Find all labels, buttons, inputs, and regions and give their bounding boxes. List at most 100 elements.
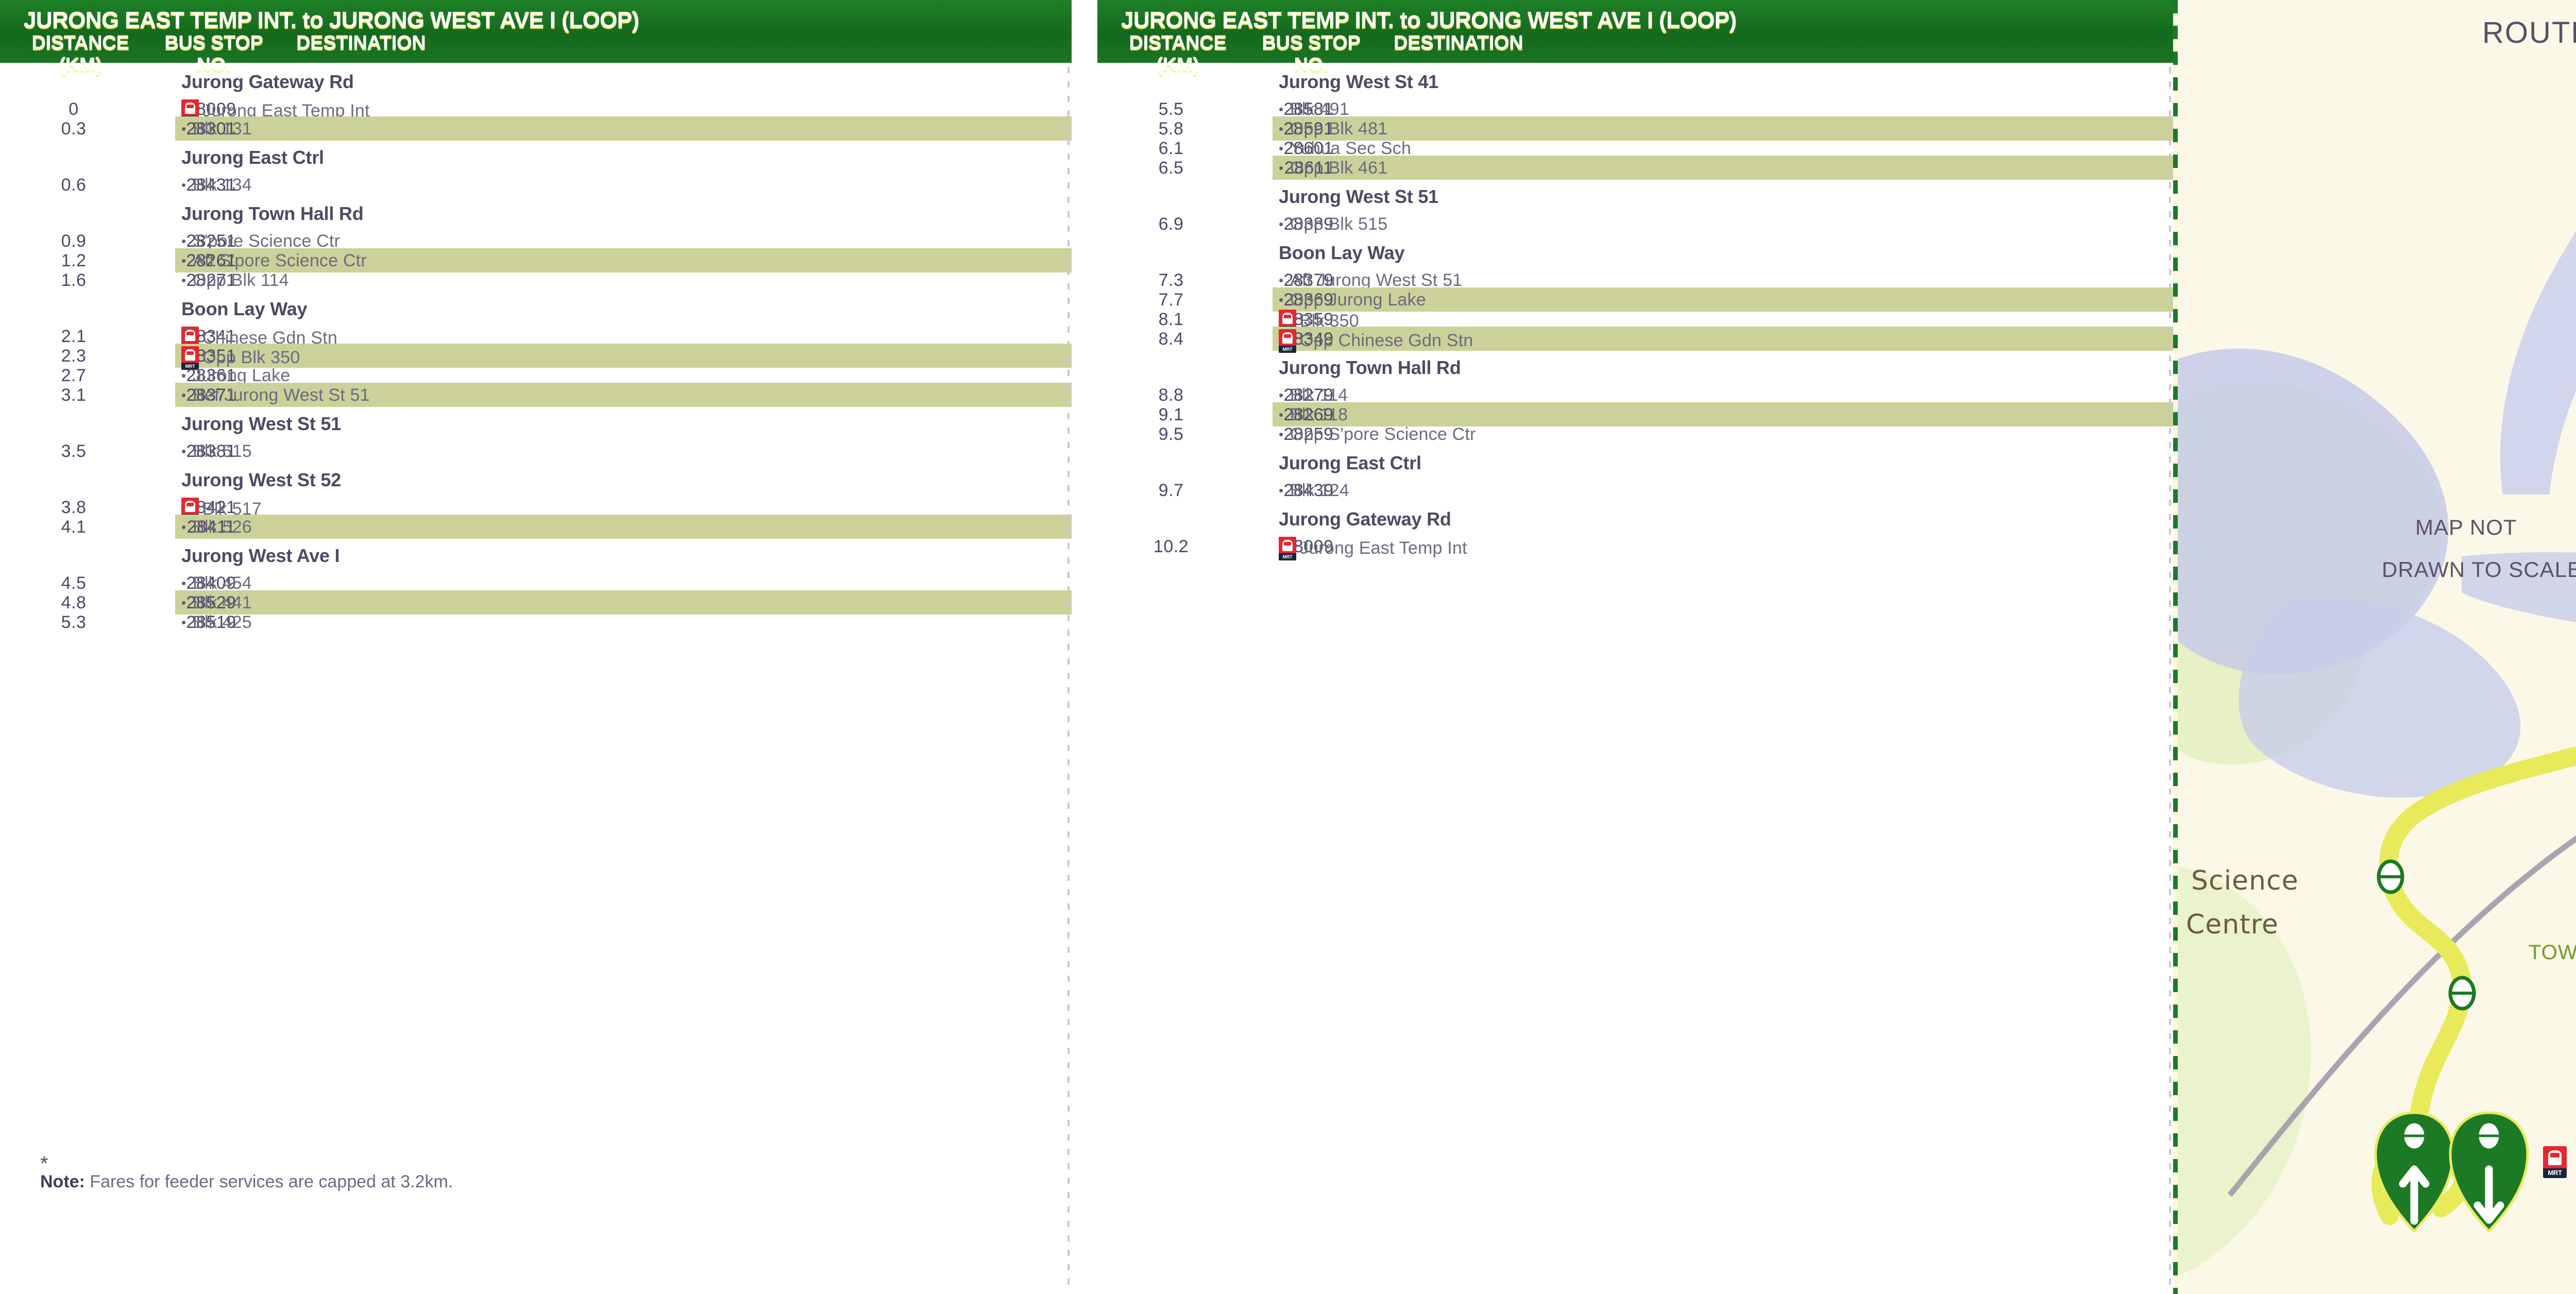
road-heading: Jurong Town Hall Rd (181, 203, 364, 224)
column-header-destination-1: DESTINATION (296, 32, 426, 54)
bullet-icon: • (1279, 101, 1284, 117)
cell-distance: 8.1 (1158, 310, 1184, 329)
table-header-2: JURONG EAST TEMP INT. to JURONG WEST AVE… (1097, 0, 2173, 76)
cell-destination: MRT Opp Chinese Gdn Stn (1279, 329, 1473, 353)
cell-busstop-number: 28381 (186, 441, 236, 461)
cell-distance: 3.1 (61, 385, 87, 405)
column-header-destination-2: DESTINATION (1394, 32, 1523, 54)
cell-busstop-number: 28251 (186, 231, 236, 251)
cell-distance: 6.1 (1158, 139, 1184, 158)
bullet-icon: • (1279, 292, 1284, 308)
cell-distance: 1.6 (61, 270, 87, 290)
label-distance-unit-1: (KM) (59, 54, 102, 76)
cell-distance: 7.3 (1158, 270, 1184, 290)
cell-busstop-number: 28591 (1283, 119, 1334, 139)
cell-distance: 0.9 (61, 231, 87, 251)
row-highlight-band (1273, 327, 2173, 351)
bullet-icon: • (181, 253, 187, 268)
label-busstop-2: BUS STOP (1262, 32, 1361, 54)
cell-destination: • Opp S'pore Science Ctr (1279, 424, 1476, 444)
cell-distance: 5.5 (1158, 99, 1184, 119)
column-divider-1 (1067, 67, 1070, 1293)
label-distance-1: DISTANCE (31, 32, 129, 54)
bullet-icon: • (181, 595, 187, 610)
cell-destination: • Opp Blk 515 (1279, 214, 1388, 234)
road-heading: Jurong Town Hall Rd (1279, 357, 1461, 378)
road-heading: Jurong West St 52 (181, 469, 342, 490)
row-highlight-band (1273, 156, 2173, 180)
cell-busstop-number: 28409 (186, 573, 236, 593)
table-header-1: JURONG EAST TEMP INT. to JURONG WEST AVE… (0, 0, 1072, 76)
column-header-busstop-1: BUS STOP NO. (160, 32, 268, 76)
cell-destination: • Bef Jurong West St 51 (181, 385, 370, 405)
cell-distance: 4.8 (61, 593, 87, 612)
road-heading: Jurong Gateway Rd (1279, 508, 1451, 530)
cell-busstop-number: 28271 (186, 270, 236, 290)
cell-distance: 0.6 (61, 175, 87, 195)
cell-busstop-number: 28269 (1283, 405, 1334, 424)
road-heading: Jurong West St 51 (1279, 186, 1439, 207)
cell-distance: 6.5 (1158, 158, 1184, 178)
bullet-icon: • (181, 233, 187, 249)
cell-distance: 8.8 (1158, 385, 1184, 405)
bullet-icon: • (1279, 427, 1284, 442)
cell-destination: • Yuhua Sec Sch (1279, 139, 1412, 158)
cell-destination: • Blk 526 (181, 517, 252, 537)
map-label-jurong-town-hall-road-line2: TOWN HALL ROAD (2529, 941, 2576, 964)
bullet-icon: • (1279, 216, 1284, 232)
cell-destination: • Blk 118 (1279, 405, 1348, 424)
bullet-icon: • (181, 177, 187, 193)
cell-destination: • Aft Jurong West St 51 (1279, 270, 1463, 290)
bullet-icon: • (181, 387, 187, 403)
bullet-icon: • (1279, 387, 1284, 403)
route-table-panel-2: JURONG EAST TEMP INT. to JURONG WEST AVE… (1097, 0, 2173, 1294)
cell-distance: 5.3 (61, 612, 87, 632)
map-not-to-scale-line2: DRAWN TO SCALE (2382, 557, 2576, 582)
mrt-icon: MRT (1279, 537, 1296, 560)
cell-distance: 9.7 (1158, 481, 1184, 500)
map-dashed-divider (2173, 0, 2178, 1294)
footnote-label: Note: (40, 1172, 85, 1191)
cell-destination: • Blk 124 (1279, 481, 1349, 500)
label-busstop-1: BUS STOP (164, 32, 263, 54)
cell-distance: 1.2 (61, 251, 87, 270)
row-highlight-band (175, 515, 1072, 539)
cell-distance: 2.7 (61, 366, 87, 385)
cell-distance: 4.1 (61, 517, 87, 537)
bullet-icon: • (181, 444, 187, 459)
footnote: * Note: Fares for feeder services are ca… (40, 1152, 453, 1192)
cell-busstop-number: 28259 (1283, 424, 1334, 444)
cell-distance: 4.5 (61, 573, 87, 593)
table-title-2: JURONG EAST TEMP INT. to JURONG WEST AVE… (1121, 7, 1737, 32)
cell-busstop-number: 28361 (186, 366, 236, 385)
row-highlight-band (175, 344, 1072, 368)
cell-destination: • Blk 134 (181, 175, 252, 195)
cell-distance: 0.3 (61, 119, 87, 139)
road-heading: Jurong East Ctrl (181, 147, 324, 168)
cell-destination: • Blk 491 (1279, 99, 1349, 119)
cell-distance: 9.5 (1158, 424, 1184, 444)
cell-busstop-number: 28601 (1283, 139, 1334, 158)
mrt-icon: MRT (181, 346, 199, 370)
bullet-icon: • (1279, 160, 1284, 176)
route-table-panel-1: JURONG EAST TEMP INT. to JURONG WEST AVE… (0, 0, 1072, 1294)
cell-busstop-number: 28379 (1283, 270, 1334, 290)
bullet-icon: • (181, 575, 187, 591)
cell-destination: • Blk 425 (181, 612, 252, 632)
road-heading: Jurong Gateway Rd (181, 71, 354, 92)
cell-distance: 10.2 (1153, 537, 1189, 556)
map-place-science-centre-line1: Science (2191, 865, 2299, 896)
column-header-distance-1: DISTANCE (KM) (24, 32, 137, 76)
column-divider-2 (2169, 67, 2171, 1293)
road-heading: Jurong West St 51 (181, 413, 342, 434)
cell-busstop-number: 28389 (1283, 214, 1334, 234)
map-title: ROUTE OVERVIEW (2482, 16, 2576, 49)
cell-distance: 5.8 (1158, 119, 1184, 139)
road-heading: Boon Lay Way (1279, 242, 1405, 263)
cell-busstop-number: 28581 (1283, 99, 1334, 119)
cell-destination: MRT Opp Blk 350 (181, 346, 300, 370)
cell-destination: • Blk 131 (181, 119, 252, 139)
cell-destination: • Jurong Lake (181, 366, 291, 385)
label-distance-unit-2: (KM) (1156, 54, 1199, 76)
cell-busstop-number: 28529 (186, 593, 236, 612)
